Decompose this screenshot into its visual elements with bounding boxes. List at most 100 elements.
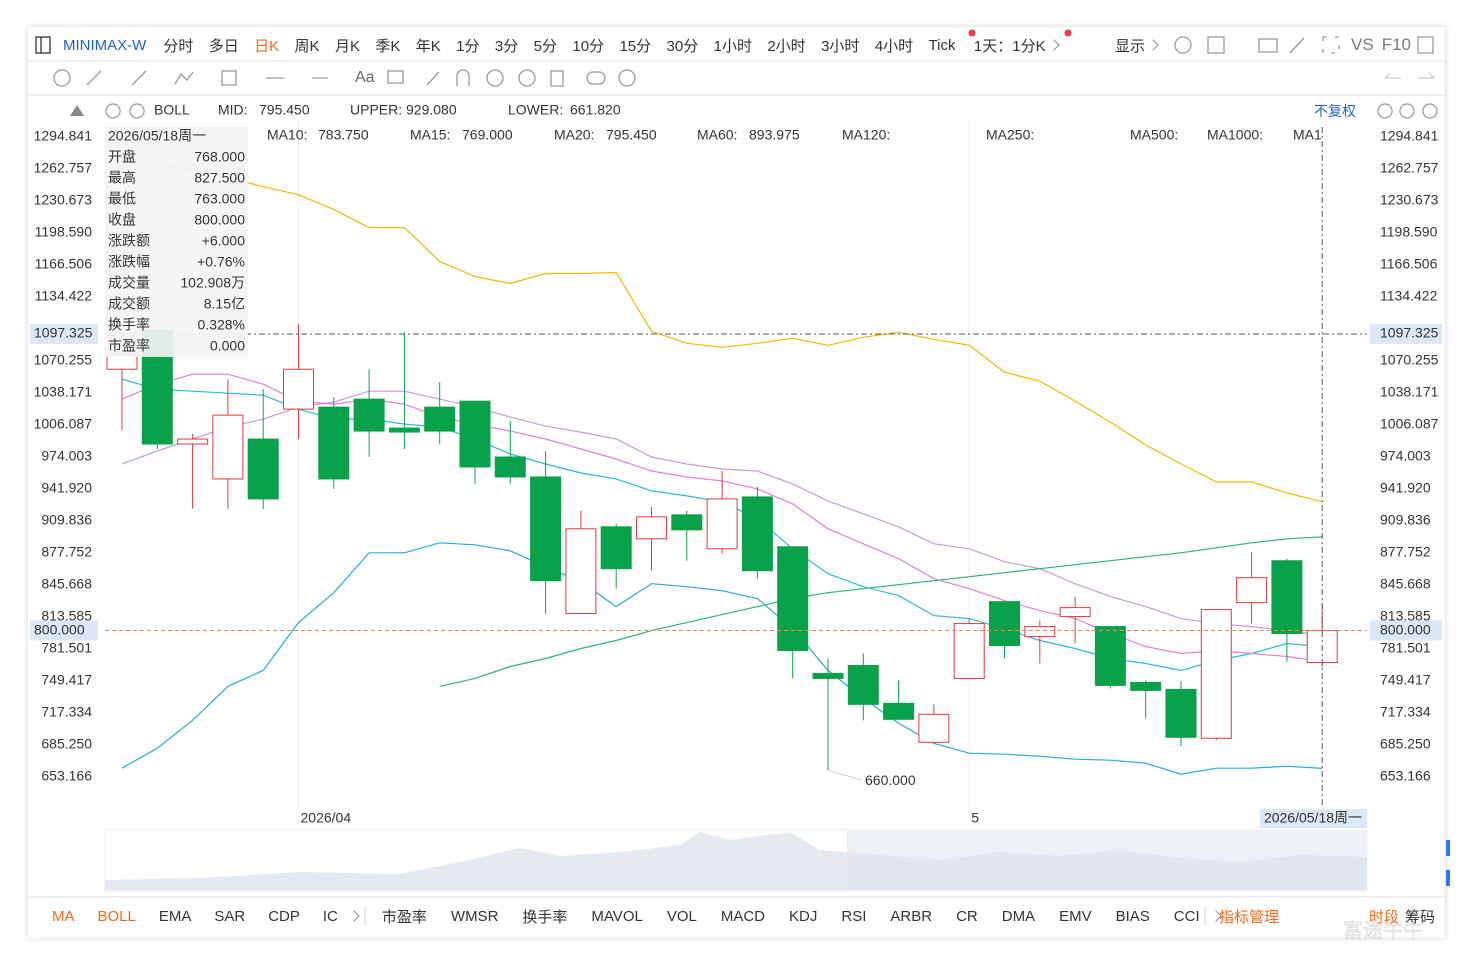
period-tab[interactable]: 3分 [494, 37, 519, 55]
period-tab[interactable]: 月K [334, 37, 360, 55]
candle-body [247, 438, 279, 500]
indicator-tab[interactable]: WMSR [450, 907, 499, 925]
period-tab[interactable]: 1分 [456, 37, 480, 55]
f10-button[interactable]: F10 [1381, 35, 1411, 54]
legend-name: MA250: [986, 127, 1034, 143]
candle-body [706, 498, 738, 550]
vs-button[interactable]: VS [1351, 35, 1374, 54]
y-tick-label-right: 1134.422 [1380, 288, 1438, 304]
indicator-line [121, 159, 1323, 503]
annotation-label: 660.000 [865, 772, 916, 788]
candle-body [353, 398, 385, 432]
candle-body [883, 702, 915, 720]
period-tab[interactable]: Tick [928, 36, 956, 54]
indicator-line [121, 542, 1323, 775]
y-tick-label-right: 1070.255 [1380, 352, 1439, 368]
indicator-tab[interactable]: CR [956, 907, 978, 925]
adjust-button[interactable]: 不复权 [1314, 103, 1356, 119]
period-tab[interactable]: 5分 [533, 37, 557, 55]
chips-tab[interactable]: 筹码 [1405, 908, 1436, 926]
indicator-manage[interactable]: 指标管理 [1219, 908, 1280, 926]
y-tick-label: 909.836 [41, 512, 92, 528]
x-tick-label: 2026/04 [301, 810, 352, 826]
y-tick-label: 1006.087 [34, 416, 93, 432]
indicator-tab[interactable]: EMV [1059, 907, 1092, 925]
indicator-tab[interactable]: EMA [158, 907, 192, 925]
tooltip-value: +6.000 [202, 233, 245, 249]
period-tab[interactable]: 分时 [163, 37, 194, 55]
indicator-tab[interactable]: KDJ [789, 907, 818, 925]
crosshair-price: 1097.325 [1380, 325, 1439, 341]
period-tab[interactable]: 日K [254, 37, 280, 55]
y-tick-label-right: 1230.673 [1380, 192, 1439, 208]
indicator-tab[interactable]: VOL [666, 907, 697, 925]
legend-name: MA20: [554, 127, 594, 143]
indicator-tab[interactable]: IC [322, 907, 338, 925]
indicator-tab[interactable]: MACD [720, 907, 766, 925]
tooltip-value: +0.76% [197, 254, 245, 270]
legend-name: MA10: [267, 127, 307, 143]
y-tick-label-right: 909.836 [1380, 512, 1431, 528]
y-tick-label: 877.752 [41, 544, 92, 560]
period-tab[interactable]: 4小时 [874, 37, 914, 55]
indicator-tab[interactable]: BIAS [1115, 907, 1150, 925]
candle-body [1271, 560, 1303, 635]
last-price-label: 800.000 [1380, 621, 1431, 637]
y-tick-label-right: 1294.841 [1380, 128, 1439, 144]
chevron[interactable] [348, 910, 360, 922]
period-tab[interactable]: 1小时 [713, 37, 752, 55]
candle-body [1094, 626, 1126, 686]
indicator-tab[interactable]: MA [52, 907, 75, 925]
indicator-tab[interactable]: 市盈率 [381, 908, 427, 926]
period-tab[interactable]: 周K [294, 37, 320, 55]
candle-body [989, 601, 1020, 647]
legend-name: UPPER: [350, 102, 402, 118]
range-select[interactable]: 1天：1分K [973, 37, 1046, 55]
session-tab[interactable]: 时段 [1369, 908, 1400, 926]
indicator-tab[interactable]: MAVOL [591, 907, 643, 925]
tooltip-date: 2026/05/18周一 [108, 128, 206, 144]
period-tab[interactable]: 3小时 [821, 37, 860, 55]
y-tick-label-right: 941.920 [1380, 480, 1431, 496]
y-tick-label-right: 1262.757 [1380, 160, 1439, 176]
indicator-tab[interactable]: CDP [268, 907, 300, 925]
chevron[interactable] [1047, 39, 1060, 51]
indicator-tab[interactable]: ARBR [890, 907, 933, 925]
tooltip-value: 800.000 [194, 212, 245, 228]
indicator-tab[interactable]: DMA [1001, 907, 1036, 925]
chevron[interactable] [1147, 39, 1159, 51]
period-tab[interactable]: 10分 [572, 37, 605, 55]
indicator-tab[interactable]: CCI [1173, 907, 1200, 925]
y-tick-label: 1198.590 [35, 224, 93, 240]
legend-name: MA1 [1293, 127, 1322, 143]
y-tick-label: 813.585 [41, 608, 92, 624]
y-tick-label: 974.003 [41, 448, 92, 464]
legend-name: LOWER: [508, 102, 563, 118]
display-menu[interactable]: 显示 [1115, 37, 1146, 55]
watermark: 富途牛牛 [1343, 915, 1423, 942]
period-tab[interactable]: 15分 [619, 37, 652, 55]
y-tick-label: 781.501 [41, 640, 92, 656]
candle-body [424, 406, 456, 432]
y-tick-label-right: 1038.171 [1380, 384, 1439, 400]
y-tick-label: 1070.255 [34, 352, 93, 368]
tooltip-label: 最高 [108, 170, 136, 186]
last-price-box [1370, 620, 1442, 641]
symbol[interactable]: MINIMAX-W [63, 36, 147, 54]
indicator-tab[interactable]: BOLL [97, 907, 136, 925]
indicator-tab[interactable]: SAR [214, 907, 246, 925]
tooltip-label: 最低 [108, 191, 136, 207]
text-tool[interactable]: Aa [355, 69, 375, 86]
candle-body [953, 623, 985, 679]
last-price-box [30, 620, 98, 641]
period-tab[interactable]: 季K [375, 37, 401, 55]
period-tab[interactable]: 2小时 [767, 37, 806, 55]
indicator-tab[interactable]: 换手率 [522, 908, 568, 926]
candle-body [918, 713, 950, 743]
indicator-tab[interactable]: RSI [841, 907, 867, 925]
period-tab[interactable]: 多日 [208, 37, 239, 55]
period-tab[interactable]: 30分 [666, 37, 699, 55]
period-tab[interactable]: 年K [415, 37, 441, 55]
candle-body [600, 526, 632, 570]
